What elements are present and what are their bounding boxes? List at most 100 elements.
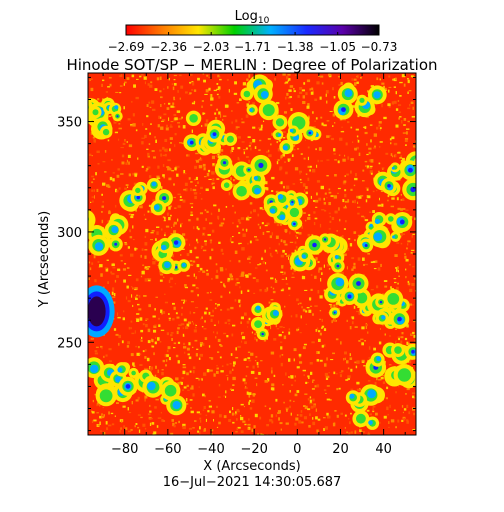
- speckle: [199, 267, 203, 271]
- speckle: [315, 416, 318, 420]
- speckle: [287, 80, 289, 82]
- speckle: [358, 340, 361, 342]
- speckle: [182, 327, 185, 329]
- speckle: [230, 151, 232, 154]
- speckle: [387, 413, 389, 416]
- speckle: [411, 283, 415, 286]
- speckle: [285, 230, 287, 233]
- speckle: [228, 419, 232, 422]
- patch-blob: [275, 118, 285, 127]
- speckle: [304, 289, 308, 291]
- speckle: [396, 242, 400, 244]
- speckle: [100, 273, 103, 277]
- speckle: [413, 320, 416, 323]
- speckle: [212, 178, 215, 182]
- speckle: [373, 133, 377, 137]
- speckle: [232, 376, 236, 381]
- speckle: [229, 370, 232, 374]
- speckle: [95, 172, 97, 176]
- speckle: [413, 412, 415, 416]
- speckle: [382, 381, 386, 384]
- speckle: [223, 218, 225, 221]
- patch-blob: [368, 420, 373, 425]
- speckle: [333, 371, 336, 375]
- speckle: [395, 267, 398, 269]
- speckle: [200, 318, 202, 320]
- speckle: [160, 186, 163, 190]
- speckle: [216, 426, 219, 428]
- speckle: [260, 316, 262, 318]
- speckle: [266, 424, 269, 427]
- speckle: [107, 185, 111, 188]
- speckle: [149, 410, 152, 413]
- patch-blob: [282, 145, 288, 151]
- speckle: [318, 267, 323, 271]
- patch-blob: [92, 109, 99, 116]
- speckle: [281, 278, 285, 280]
- speckle: [94, 279, 97, 283]
- speckle: [357, 257, 361, 261]
- speckle: [230, 353, 233, 356]
- speckle: [285, 135, 289, 139]
- speckle: [166, 124, 168, 128]
- speckle: [208, 169, 211, 173]
- speckle: [97, 402, 101, 406]
- speckle: [293, 348, 297, 352]
- speckle: [208, 311, 211, 315]
- speckle: [307, 217, 311, 220]
- speckle: [346, 431, 348, 433]
- speckle: [280, 346, 283, 350]
- speckle: [149, 175, 152, 178]
- speckle: [308, 425, 311, 428]
- speckle: [202, 233, 204, 235]
- speckle: [238, 299, 241, 303]
- speckle: [250, 211, 252, 214]
- speckle: [195, 152, 199, 155]
- patch-blob: [278, 133, 282, 137]
- speckle: [202, 73, 205, 75]
- speckle: [109, 360, 112, 362]
- speckle: [246, 320, 250, 324]
- speckle: [241, 336, 246, 340]
- timestamp: 16−Jul−2021 14:30:05.687: [163, 475, 342, 490]
- speckle: [190, 188, 192, 192]
- speckle: [195, 324, 197, 326]
- speckle: [127, 407, 129, 411]
- speckle: [91, 155, 93, 157]
- speckle: [299, 302, 302, 305]
- speckle: [149, 132, 151, 135]
- speckle: [160, 153, 162, 157]
- speckle: [315, 257, 318, 261]
- speckle: [407, 240, 411, 243]
- speckle: [333, 195, 337, 199]
- speckle: [234, 81, 237, 85]
- speckle: [141, 270, 145, 275]
- speckle: [398, 104, 402, 106]
- speckle: [291, 145, 296, 147]
- speckle: [321, 272, 323, 275]
- speckle: [294, 249, 297, 253]
- speckle: [210, 97, 214, 101]
- speckle: [132, 123, 136, 127]
- speckle: [400, 340, 403, 344]
- speckle: [194, 420, 197, 422]
- speckle: [186, 347, 190, 351]
- speckle: [149, 404, 151, 407]
- speckle: [132, 239, 135, 241]
- speckle: [309, 298, 311, 301]
- speckle: [113, 121, 117, 124]
- speckle: [191, 321, 193, 323]
- speckle: [347, 199, 350, 203]
- speckle: [278, 242, 280, 246]
- speckle: [144, 356, 147, 359]
- speckle: [226, 79, 229, 81]
- speckle: [121, 154, 125, 158]
- speckle: [134, 247, 137, 251]
- speckle: [117, 168, 120, 171]
- speckle: [374, 381, 377, 386]
- speckle: [316, 359, 320, 362]
- speckle: [395, 91, 397, 95]
- speckle: [170, 121, 174, 123]
- speckle: [194, 326, 197, 329]
- speckle: [128, 274, 132, 276]
